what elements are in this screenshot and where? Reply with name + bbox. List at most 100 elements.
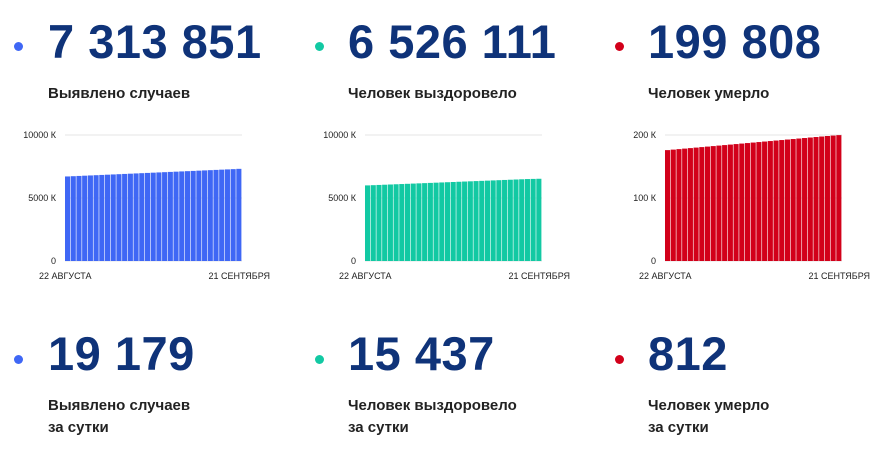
deaths-bar (807, 137, 813, 261)
cases-bar (65, 176, 71, 261)
recovered-bar (456, 181, 462, 261)
recovered-x-end-label: 21 СЕНТЯБРЯ (508, 271, 570, 281)
cases-bar (156, 172, 162, 261)
deaths-total-value: 199 808 (648, 15, 822, 68)
deaths-y-tick-label: 200 К (633, 130, 657, 140)
cases-bar (150, 172, 156, 261)
cases-bar (82, 175, 88, 261)
recovered-chart: 0 5000 К 10000 К 22 АВГУСТА 21 СЕНТЯБРЯ (323, 130, 570, 281)
deaths-bar (687, 148, 693, 261)
recovered-dot-icon (315, 42, 324, 51)
deaths-bar (739, 143, 745, 261)
deaths-bar (830, 135, 836, 261)
daily-cases-value: 19 179 (48, 327, 195, 380)
recovered-bar (422, 183, 428, 261)
recovered-bar (444, 182, 451, 261)
daily-deaths-dot-icon (615, 355, 624, 364)
daily-deaths-sublabel: за сутки (648, 419, 709, 436)
daily-cases-dot-icon (14, 355, 23, 364)
deaths-y-tick-label: 100 К (633, 193, 657, 203)
cases-bar (190, 170, 196, 261)
cases-bar (93, 175, 99, 261)
deaths-bar (836, 135, 842, 261)
recovered-bar (370, 185, 376, 261)
deaths-bar (779, 140, 785, 261)
cases-bar (224, 169, 230, 261)
cases-chart: 0 5000 К 10000 К 22 АВГУСТА 21 СЕНТЯБРЯ (23, 130, 270, 281)
deaths-bar (670, 149, 676, 261)
deaths-bar (813, 137, 819, 261)
recovered-bar (404, 183, 411, 261)
cases-x-end-label: 21 СЕНТЯБРЯ (208, 271, 270, 281)
recovered-bar (519, 179, 525, 261)
recovered-bar (382, 184, 388, 261)
cases-bar (236, 168, 242, 261)
deaths-bar (790, 139, 796, 261)
deaths-bar (676, 149, 682, 261)
recovered-bar (502, 179, 508, 261)
recovered-x-start-label: 22 АВГУСТА (339, 271, 392, 281)
recovered-bar (524, 179, 530, 261)
deaths-bar (784, 139, 791, 261)
cases-bar (104, 174, 111, 261)
deaths-bar (710, 146, 716, 261)
cases-bar (173, 171, 179, 261)
recovered-bar (490, 180, 496, 261)
cases-bar (127, 173, 133, 261)
recovered-y-tick-label: 0 (351, 256, 356, 266)
daily-recovered-dot-icon (315, 355, 324, 364)
recovered-bar (513, 179, 519, 261)
deaths-bar (773, 140, 779, 261)
cases-bar (76, 175, 82, 261)
recovered-bar (387, 184, 393, 261)
recovered-total-label: Человек выздоровело (348, 85, 517, 102)
deaths-bar (727, 144, 733, 261)
cases-bar (219, 169, 225, 261)
cases-y-tick-label: 0 (51, 256, 56, 266)
deaths-bar (716, 145, 722, 261)
deaths-bar (665, 150, 671, 261)
recovered-bar (496, 180, 502, 261)
cases-bar (213, 169, 219, 261)
recovered-bar (507, 179, 513, 261)
daily-recovered-label: Человек выздоровело (348, 397, 517, 414)
recovered-bar (365, 185, 371, 261)
recovered-bar (479, 180, 485, 261)
recovered-bar (376, 184, 382, 261)
cases-bar (202, 170, 208, 261)
recovered-bar (473, 181, 479, 261)
cases-bar (99, 174, 105, 261)
cases-bar (133, 173, 139, 261)
daily-recovered-value: 15 437 (348, 327, 495, 380)
recovered-bar (410, 183, 416, 261)
daily-recovered-sublabel: за сутки (348, 419, 409, 436)
deaths-total-label: Человек умерло (648, 85, 770, 102)
daily-cases-label: Выявлено случаев (48, 397, 191, 414)
deaths-bar (767, 141, 773, 261)
cases-total-value: 7 313 851 (48, 15, 262, 68)
cases-bar (139, 173, 145, 261)
deaths-bar (756, 142, 762, 261)
cases-bar (70, 176, 76, 261)
recovered-total-value: 6 526 111 (348, 15, 557, 68)
recovered-bar (530, 178, 536, 261)
recovered-bar (416, 183, 422, 261)
cases-bar (167, 171, 173, 261)
cases-bar (116, 174, 122, 261)
recovered-bar (399, 184, 405, 261)
daily-cases-sublabel: за сутки (48, 419, 109, 436)
daily-deaths-value: 812 (648, 327, 728, 380)
cases-bar (207, 170, 213, 261)
recovered-bar (393, 184, 399, 261)
deaths-chart: 0 100 К 200 К 22 АВГУСТА 21 СЕНТЯБРЯ (633, 130, 870, 281)
cases-dot-icon (14, 42, 23, 51)
deaths-bar (682, 148, 688, 261)
cases-total-label: Выявлено случаев (48, 85, 191, 102)
deaths-bar (824, 136, 830, 261)
deaths-bar (750, 142, 756, 261)
recovered-bar (427, 182, 433, 261)
deaths-bar (704, 146, 711, 261)
cases-bar (162, 172, 168, 261)
recovered-bar (467, 181, 473, 261)
cases-bar (230, 169, 236, 261)
